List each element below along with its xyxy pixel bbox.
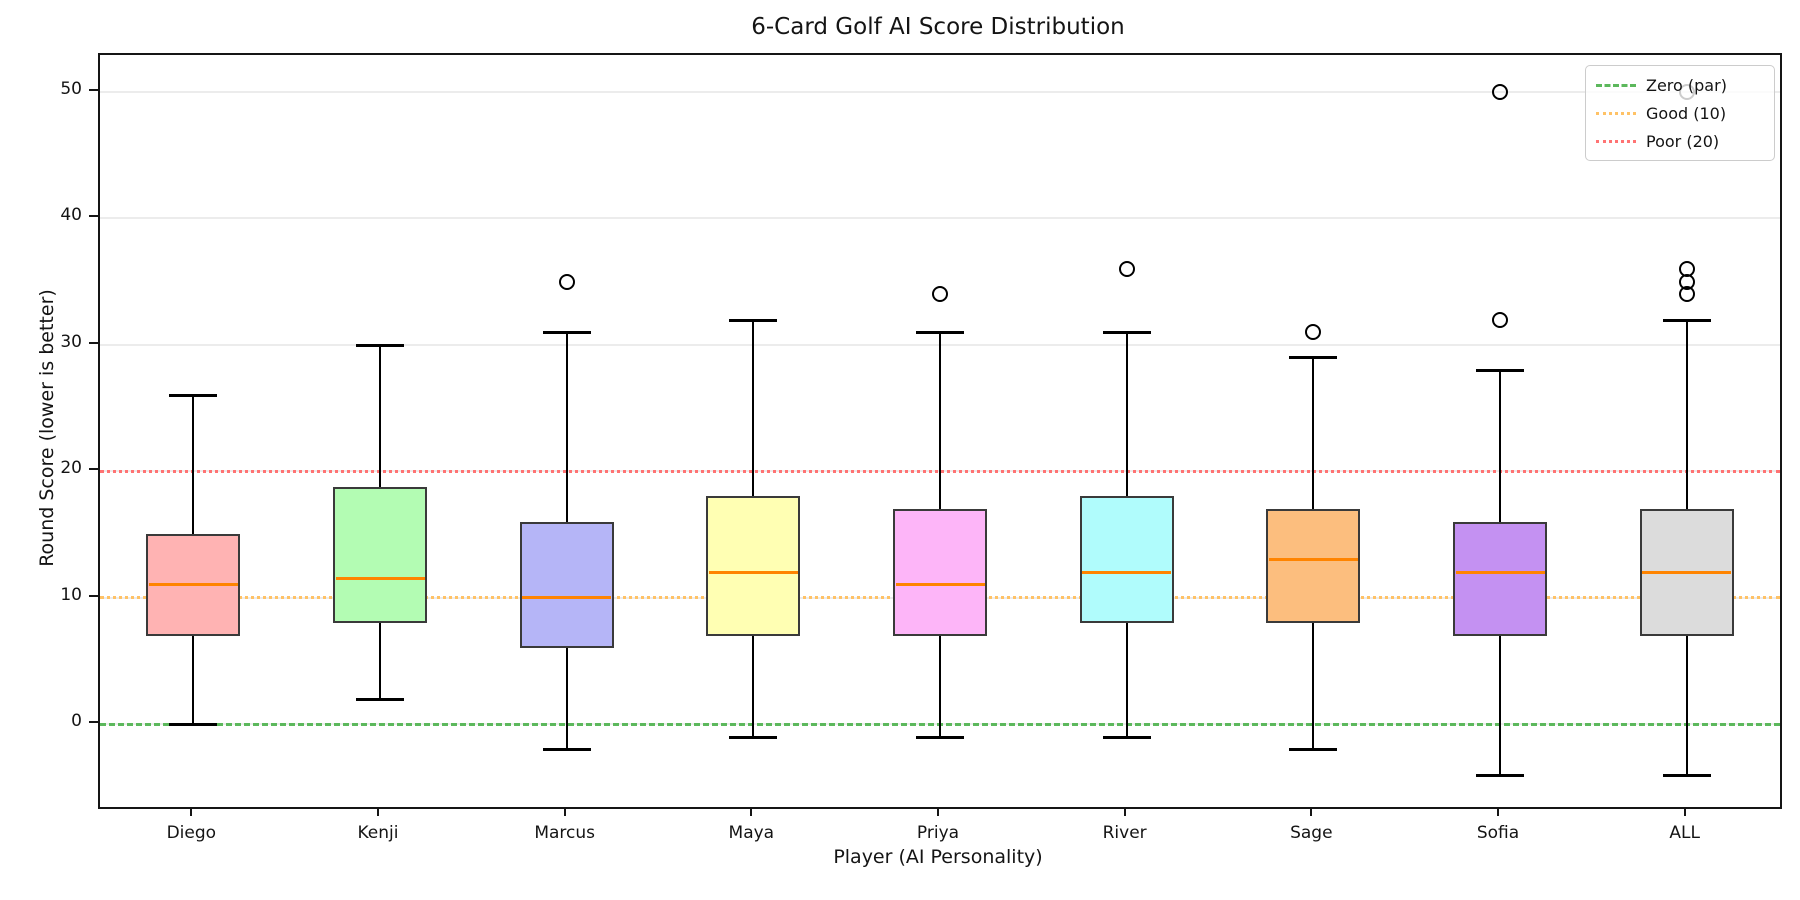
all-upper-cap: [1662, 318, 1711, 322]
all-x-label: ALL: [1669, 823, 1700, 843]
y-tick-50: [89, 89, 98, 91]
priya-x-label: Priya: [916, 823, 960, 843]
y-tick-30: [89, 341, 98, 344]
marcus-upper-cap: [542, 331, 591, 335]
diego-median: [148, 583, 238, 587]
marcus-box: [519, 521, 614, 649]
plot-area: [98, 53, 1782, 809]
gridline-40: [100, 217, 1780, 220]
sofia-outlier-32: [1492, 311, 1508, 328]
priya-median: [895, 583, 985, 587]
sage-box: [1266, 509, 1361, 623]
all-median: [1642, 570, 1732, 574]
sofia-x-label: Sofia: [1476, 823, 1520, 843]
diego-lower-cap: [169, 723, 218, 726]
maya-x-label: Maya: [728, 823, 775, 843]
y-axis-label: Round Score (lower is better): [36, 289, 58, 567]
kenji-median: [335, 577, 425, 581]
y-tick-label-50: 50: [60, 79, 82, 99]
y-tick-40: [89, 215, 98, 218]
marcus-x-label: Marcus: [534, 823, 595, 843]
river-x-tick: [1123, 807, 1126, 816]
marcus-lower-cap: [542, 748, 591, 752]
priya-x-tick: [937, 807, 939, 816]
priya-outlier-34: [932, 286, 948, 303]
sofia-x-tick: [1497, 807, 1499, 816]
sage-outlier-31: [1305, 324, 1322, 341]
maya-box: [706, 496, 801, 636]
all-outlier-36: [1678, 260, 1695, 277]
maya-x-tick: [750, 807, 753, 816]
maya-upper-cap: [729, 318, 778, 322]
marcus-outlier-35: [558, 273, 575, 290]
priya-lower-cap: [916, 735, 964, 739]
sage-upper-cap: [1289, 356, 1338, 360]
legend-sample-good-10: [1596, 111, 1636, 115]
river-median: [1082, 570, 1172, 574]
priya-box: [893, 509, 987, 636]
river-upper-cap: [1102, 331, 1151, 335]
y-tick-label-20: 20: [60, 458, 82, 479]
river-lower-cap: [1102, 735, 1151, 739]
sofia-median: [1455, 570, 1545, 574]
maya-median: [708, 570, 798, 574]
sage-x-label: Sage: [1290, 823, 1333, 843]
priya-upper-cap: [916, 331, 964, 335]
y-tick-label-40: 40: [60, 205, 82, 226]
chart-title: 6-Card Golf AI Score Distribution: [751, 14, 1125, 40]
diego-x-tick: [190, 807, 193, 816]
marcus-x-tick: [563, 807, 566, 816]
y-tick-label-10: 10: [60, 584, 82, 605]
kenji-box: [333, 487, 427, 623]
marcus-median: [522, 596, 612, 600]
sofia-outlier-50: [1492, 84, 1508, 100]
all-lower-cap: [1662, 773, 1711, 777]
legend-label-zero-par: Zero (par): [1646, 75, 1727, 95]
sofia-box: [1453, 521, 1547, 636]
legend-sample-poor-20: [1596, 139, 1636, 143]
legend-label-poor-20: Poor (20): [1646, 131, 1720, 151]
river-box: [1079, 496, 1174, 623]
sage-x-tick: [1310, 807, 1313, 816]
legend-label-good-10: Good (10): [1646, 103, 1727, 123]
legend-item-poor-20: Poor (20): [1596, 130, 1764, 152]
y-tick-label-0: 0: [71, 711, 82, 731]
river-outlier-36: [1118, 260, 1135, 277]
legend-item-zero-par: Zero (par): [1596, 74, 1764, 96]
legend: Zero (par) Good (10) Poor (20): [1585, 65, 1775, 161]
legend-item-good-10: Good (10): [1596, 102, 1764, 124]
sofia-upper-cap: [1476, 369, 1524, 373]
river-x-label: River: [1102, 823, 1147, 843]
sage-median: [1268, 558, 1358, 562]
diego-x-label: Diego: [166, 823, 217, 843]
kenji-x-tick: [377, 807, 379, 816]
gridline-50: [100, 91, 1780, 93]
y-tick-label-30: 30: [60, 331, 82, 352]
x-axis-label: Player (AI Personality): [833, 846, 1043, 868]
y-tick-10: [89, 594, 98, 597]
legend-sample-zero-par: [1596, 83, 1636, 87]
y-tick-0: [89, 721, 98, 723]
sage-lower-cap: [1289, 748, 1338, 752]
sofia-lower-cap: [1476, 773, 1524, 777]
all-x-tick: [1683, 807, 1686, 816]
diego-upper-cap: [169, 394, 218, 398]
kenji-lower-cap: [356, 697, 404, 701]
kenji-x-label: Kenji: [357, 823, 399, 843]
maya-lower-cap: [729, 735, 778, 739]
kenji-upper-cap: [356, 343, 404, 347]
y-tick-20: [89, 468, 98, 471]
